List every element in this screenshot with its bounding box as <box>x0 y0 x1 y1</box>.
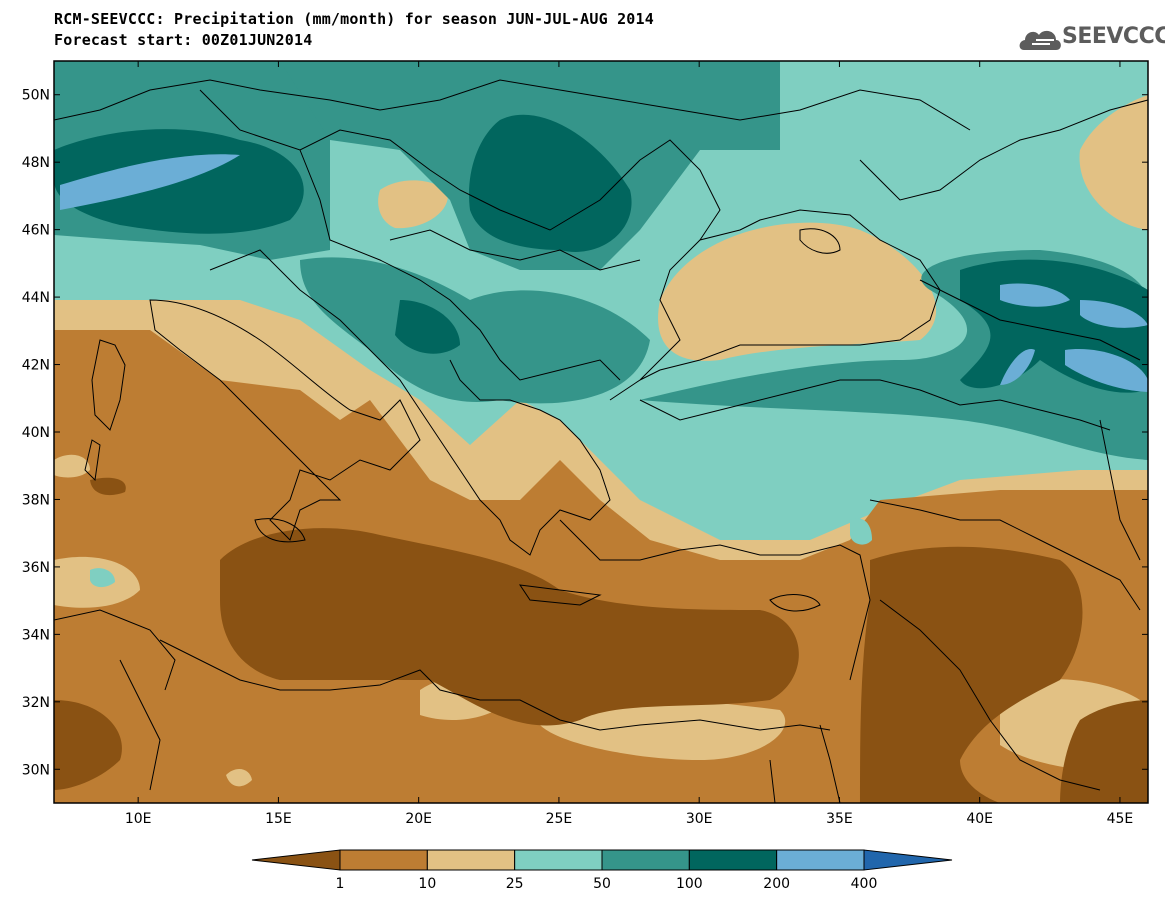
legend-swatch <box>601 849 690 871</box>
logo-text: SEEVCCC <box>1062 24 1165 49</box>
lon-label: 15E <box>265 811 292 827</box>
lon-label: 20E <box>405 811 432 827</box>
lon-label: 40E <box>966 811 993 827</box>
lat-label: 42N <box>22 358 50 374</box>
coastlines <box>54 79 1148 803</box>
legend-label: 25 <box>506 876 524 892</box>
legend-swatch <box>863 849 953 871</box>
lon-label: 45E <box>1107 811 1134 827</box>
legend-swatch <box>426 849 516 871</box>
lat-label: 38N <box>22 492 50 508</box>
lat-label: 40N <box>22 425 50 441</box>
longitude-axis: 10E 15E 20E 25E 30E 35E 40E 45E <box>125 61 1133 827</box>
legend-swatch <box>251 849 341 871</box>
legend-label: 100 <box>676 876 703 892</box>
legend-label: 10 <box>418 876 436 892</box>
legend-label: 1 <box>336 876 345 892</box>
legend-swatch <box>514 849 603 871</box>
lon-label: 35E <box>826 811 853 827</box>
lat-label: 46N <box>22 223 50 239</box>
forecast-start: Forecast start: 00Z01JUN2014 <box>54 31 313 49</box>
lat-label: 50N <box>22 88 50 104</box>
lon-label: 10E <box>125 811 152 827</box>
legend-swatch <box>776 849 865 871</box>
lon-label: 25E <box>546 811 573 827</box>
lon-label: 30E <box>686 811 713 827</box>
lat-label: 36N <box>22 560 50 576</box>
lat-label: 30N <box>22 762 50 778</box>
legend-label: 400 <box>851 876 878 892</box>
lat-label: 34N <box>22 627 50 643</box>
lat-label: 48N <box>22 155 50 171</box>
color-legend: 1 10 25 50 100 200 400 <box>251 849 953 892</box>
map-title: RCM-SEEVCCC: Precipitation (mm/month) fo… <box>54 10 654 28</box>
latitude-axis: 50N 48N 46N 44N 42N 40N 38N 36N 34N 32N 30N <box>22 88 1148 778</box>
precipitation-field <box>54 61 1148 803</box>
legend-label: 50 <box>593 876 611 892</box>
lat-label: 32N <box>22 695 50 711</box>
legend-swatch <box>339 849 428 871</box>
cloud-icon <box>1019 30 1061 50</box>
legend-swatch <box>688 849 778 871</box>
lat-label: 44N <box>22 290 50 306</box>
legend-label: 200 <box>763 876 790 892</box>
